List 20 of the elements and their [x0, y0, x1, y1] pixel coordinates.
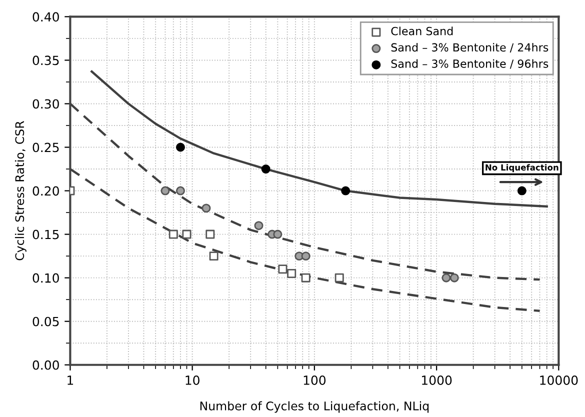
y-tick-label: 0.05 [32, 316, 59, 326]
y-tick-label: 0.40 [32, 12, 59, 22]
legend-label: Sand – 3% Bentonite / 24hrs [391, 42, 548, 52]
y-tick-label: 0.30 [32, 99, 59, 109]
annotation: No Liquefaction [486, 164, 558, 172]
x-tick-label: 100 [304, 376, 326, 385]
y-tick-label: 0.10 [32, 273, 59, 283]
y-axis-title: Cyclic Stress Ratio, CSR [14, 120, 26, 260]
x-tick-label: 1 [68, 376, 74, 385]
x-axis-title: Number of Cycles to Liquefaction, NLiq [200, 401, 429, 413]
y-tick-label: 0.20 [32, 186, 59, 196]
y-tick-label: 0.25 [32, 142, 59, 152]
x-tick-label: 10 [186, 376, 200, 385]
legend-label: Sand – 3% Bentonite / 96hrs [391, 59, 548, 69]
x-tick-label: 10000 [540, 376, 578, 385]
legend-label: Clean Sand [391, 26, 453, 36]
y-tick-label: 0.00 [32, 360, 59, 370]
x-tick-label: 1000 [422, 376, 452, 385]
y-tick-label: 0.15 [32, 230, 59, 240]
y-tick-label: 0.35 [32, 56, 59, 66]
